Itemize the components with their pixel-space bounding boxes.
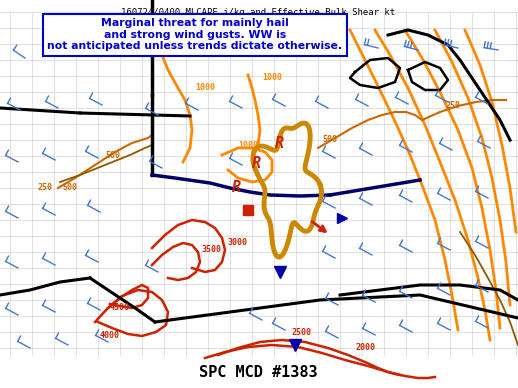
Text: 500: 500 (105, 151, 120, 160)
Text: 2000: 2000 (355, 343, 375, 352)
Text: 160724/0400 MLCAPE j/kg and Effective Bulk Shear kt: 160724/0400 MLCAPE j/kg and Effective Bu… (121, 8, 395, 17)
Text: 250: 250 (445, 101, 460, 110)
Text: R: R (252, 156, 261, 171)
Text: SPC MCD #1383: SPC MCD #1383 (199, 365, 318, 380)
Text: 250: 250 (38, 183, 53, 192)
Text: R: R (275, 136, 284, 151)
Text: 4500: 4500 (110, 303, 130, 312)
Text: Marginal threat for mainly hail
and strong wind gusts. WW is
not anticipated unl: Marginal threat for mainly hail and stro… (48, 18, 342, 51)
Text: R: R (232, 180, 241, 195)
Text: 1000: 1000 (238, 141, 258, 150)
Text: 2500: 2500 (292, 328, 312, 337)
Text: 3500: 3500 (202, 245, 222, 254)
Text: 1000: 1000 (195, 83, 215, 92)
Text: 500: 500 (322, 135, 337, 144)
Text: 1000: 1000 (262, 73, 282, 82)
Text: 4000: 4000 (100, 331, 120, 340)
Text: 500: 500 (62, 183, 77, 192)
Text: 3000: 3000 (228, 238, 248, 247)
